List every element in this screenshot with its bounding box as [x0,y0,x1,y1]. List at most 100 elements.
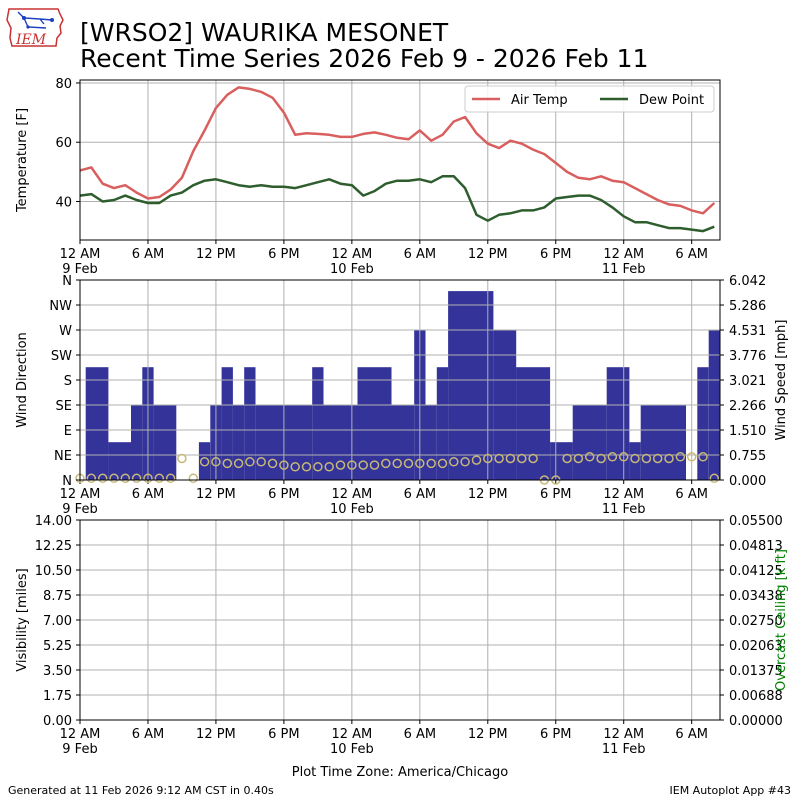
x-date-label: 11 Feb [602,742,646,757]
plot-frame [79,79,721,241]
station-dot-icon [50,18,54,22]
y-tick-label: 10.50 [35,564,72,579]
wind-speed-point [188,473,199,484]
y-tick-label: S [64,374,72,389]
wind-speed-point [664,453,674,464]
wind-speed-point [301,462,312,472]
wind-direction-bar [425,405,437,480]
wind-direction-bar [108,442,131,480]
x-tick-label: 12 AM [603,487,644,502]
wind-speed-point [528,453,538,464]
y-tick-label: 5.25 [43,639,72,654]
y2-tick-label: 0.02063 [729,639,783,654]
wind-speed-point [426,458,436,469]
x-tick-label: 12 AM [603,727,644,742]
wind-speed-point [165,473,176,484]
x-tick-label: 6 AM [675,487,708,502]
x-tick-label: 6 PM [268,247,299,262]
y-tick-label: 12.25 [35,539,72,554]
logo-text: IEM [15,32,47,48]
wind-speed-point [415,458,425,469]
y-tick-label: NE [54,449,72,464]
y-tick-label: N [62,474,72,489]
wind-speed-point [562,453,572,464]
wind-speed-point [505,453,516,464]
x-tick-label: 6 PM [268,487,299,502]
x-tick-label: 6 AM [132,727,165,742]
wind-direction-bar [391,405,415,480]
x-tick-label: 6 AM [404,487,437,502]
y-tick-label: 14.00 [35,514,72,529]
station-dot-icon [26,25,30,29]
x-tick-label: 12 PM [196,487,236,502]
wind-speed-point [369,460,380,470]
y2-tick-label: 0.01375 [729,664,783,679]
y2-tick-label: 0.000 [729,474,766,489]
wind-speed-point [483,453,493,464]
wind-speed-point [709,473,720,484]
wind-speed-point [256,457,266,467]
x-date-label: 11 Feb [602,502,646,517]
wind-direction-bar [131,405,143,480]
x-tick-label: 6 AM [132,247,165,262]
y2-tick-label: 0.04125 [729,564,783,579]
wind-speed-point [437,458,448,469]
wind-speed-point [97,473,108,484]
wind-speed-point [449,457,459,467]
y2-tick-label: 0.03438 [729,589,783,604]
wind-direction-bar [448,291,494,480]
wind-speed-point [517,453,527,464]
x-tick-label: 12 AM [331,727,372,742]
x-tick-label: 6 PM [540,727,571,742]
wind-speed-point [618,452,629,462]
y-tick-label: 60 [55,136,72,151]
wind-direction-bar [697,367,709,480]
x-tick-label: 6 PM [540,487,571,502]
wind-speed-point [290,462,300,472]
wind-speed-point [154,473,165,484]
wind-speed-point [267,458,278,469]
x-date-label: 11 Feb [602,262,646,277]
x-date-label: 9 Feb [62,262,97,277]
y2-tick-label: 0.00688 [729,689,783,704]
x-tick-label: 6 PM [540,247,571,262]
y-axis-label: Temperature [F] [15,108,30,213]
y2-tick-label: 0.02750 [729,614,783,629]
y-axis-label: Visibility [miles] [15,568,30,671]
wind-speed-point [131,473,142,484]
y-tick-label: 8.75 [43,589,72,604]
y2-tick-label: 0.755 [729,449,766,464]
x-tick-label: 12 PM [468,487,508,502]
y-tick-label: E [64,424,72,439]
visibility-ceiling-panel: 12 AM 6 AM 12 PM 6 PM 12 AM 6 AM 12 PM 6 PM 12 A… [15,514,789,780]
wind-speed-point [573,453,584,464]
x-tick-label: 12 AM [60,487,101,502]
wind-direction-bar [640,405,686,480]
wind-direction-bar [572,405,607,480]
wind-speed-point [392,458,402,469]
wind-speed-point [177,453,187,464]
x-date-label: 10 Feb [330,262,374,277]
x-tick-label: 12 AM [60,247,101,262]
y2-tick-label: 0.04813 [729,539,783,554]
chart-title-line1: [WRSO2] WAURIKA MESONET [80,18,449,47]
wind-speed-point [279,460,289,470]
wind-speed-point [652,453,663,464]
legend-box [464,85,715,113]
legend-label: Dew Point [639,93,704,108]
x-tick-label: 12 AM [60,727,101,742]
wind-panel: 12 AM 6 AM 12 PM 6 PM 12 AM 6 AM 12 PM 6 PM 12 A… [15,274,789,517]
wind-speed-point [675,452,686,462]
wind-speed-point [199,457,210,467]
wind-speed-point [641,453,652,464]
x-tick-label: 12 AM [331,247,372,262]
wind-direction-bar [606,367,630,480]
x-date-label: 10 Feb [330,502,374,517]
legend: Air Temp Dew Point [464,85,715,113]
legend-label: Air Temp [511,93,568,108]
y2-axis-label: Overcast Ceiling [k ft] [774,549,789,691]
wind-direction-bar [357,367,392,480]
y2-tick-label: 3.776 [729,349,766,364]
y-tick-label: NW [49,299,72,314]
wind-speed-point [358,460,368,470]
